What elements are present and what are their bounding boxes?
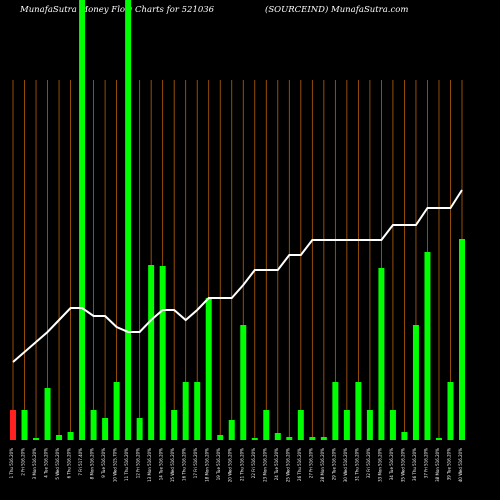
x-tick-label: 31 Thu 516.20%: [354, 448, 359, 481]
bar: [44, 388, 51, 440]
x-tick-label: 20 Wed 516.20%: [228, 448, 233, 482]
trend-line: [12, 189, 463, 363]
bar: [228, 420, 235, 440]
x-tick-label: 36 Thu 516.20%: [412, 448, 417, 481]
x-tick-label: 2 Fri 516.20%: [21, 448, 26, 476]
x-tick-label: 33 Mon 516.20%: [377, 448, 382, 482]
bar: [56, 435, 63, 440]
bar: [378, 268, 385, 440]
x-tick-label: 11 Thu 516.20%: [124, 448, 129, 481]
x-tick-label: 7 Fri 517.40%: [78, 448, 83, 476]
bar: [389, 410, 396, 440]
x-tick-label: 15 Wed 516.20%: [170, 448, 175, 482]
chart-title: MunafaSutra Money Flow Charts for 521036: [19, 5, 215, 15]
x-tick-label: 35 Wed 516.20%: [400, 448, 405, 482]
x-tick-label: 8 Mon 516.20%: [90, 448, 95, 480]
x-tick-label: 13 Mon 516.20%: [147, 448, 152, 482]
bar: [171, 410, 178, 440]
x-tick-label: 4 Tue 516.20%: [44, 448, 49, 478]
x-tick-label: 12 Fri 516.20%: [136, 448, 141, 478]
x-tick-label: 40 Wed 516.20%: [458, 448, 463, 482]
x-tick-label: 1 Thu 516.20%: [9, 448, 14, 479]
chart-subtitle: (SOURCEIND) MunafaSutra.com: [265, 4, 408, 15]
x-tick-label: 26 Thu 516.20%: [297, 448, 302, 481]
bar: [459, 239, 465, 440]
x-tick-label: 17 Fri 516.20%: [193, 448, 198, 478]
x-tick-label: 37 Fri 516.20%: [423, 448, 428, 478]
bar: [412, 325, 419, 440]
bar: [297, 410, 304, 440]
bar: [343, 410, 350, 440]
bar: [10, 410, 16, 440]
bar: [102, 418, 109, 440]
x-tick-label: 34 Tue 516.20%: [389, 448, 394, 480]
bar: [309, 437, 316, 440]
bar: [136, 418, 143, 440]
x-tick-label: 39 Tue 516.20%: [446, 448, 451, 480]
bar: [205, 298, 212, 440]
x-tick-label: 32 Fri 516.20%: [366, 448, 371, 478]
bar: [424, 252, 431, 440]
x-tick-label: 27 Fri 516.20%: [308, 448, 313, 478]
bar: [125, 0, 132, 440]
bar: [113, 382, 120, 440]
bar: [194, 382, 201, 440]
x-tick-label: 30 Wed 516.20%: [343, 448, 348, 482]
bar: [240, 325, 247, 440]
bar: [159, 266, 166, 440]
x-tick-label: 24 Tue 516.20%: [274, 448, 279, 480]
bar: [21, 410, 28, 440]
bar: [79, 0, 86, 440]
x-tick-label: 9 Tue 516.20%: [101, 448, 106, 478]
x-tick-label: 21 Thu 516.20%: [239, 448, 244, 481]
x-tick-label: 25 Wed 516.20%: [285, 448, 290, 482]
x-tick-label: 38 Mon 516.20%: [435, 448, 440, 482]
bar: [217, 435, 224, 440]
bar: [320, 437, 327, 440]
x-tick-label: 19 Tue 516.20%: [216, 448, 221, 480]
x-tick-label: 5 Wed 516.20%: [55, 448, 60, 480]
x-tick-label: 3 Mon 516.20%: [32, 448, 37, 480]
bar: [332, 382, 339, 440]
bar: [67, 432, 74, 440]
x-tick-label: 16 Thu 516.20%: [182, 448, 187, 481]
bar: [435, 438, 442, 440]
bar: [274, 433, 281, 440]
bar: [447, 382, 454, 440]
bar: [148, 265, 155, 440]
bar: [286, 437, 293, 440]
bar: [33, 438, 40, 440]
x-tick-label: 28 Mon 516.20%: [320, 448, 325, 482]
x-tick-label: 6 Thu 516.20%: [67, 448, 72, 479]
x-tick-label: 18 Mon 516.20%: [205, 448, 210, 482]
x-tick-label: 23 Mon 516.20%: [262, 448, 267, 482]
bar: [90, 410, 97, 440]
bar: [366, 410, 373, 440]
x-tick-label: 14 Tue 516.20%: [159, 448, 164, 480]
x-tick-label: 22 Fri 516.20%: [251, 448, 256, 478]
bar: [401, 432, 408, 440]
bar: [355, 382, 362, 440]
x-tick-label: 29 Tue 516.20%: [331, 448, 336, 480]
bar: [251, 438, 258, 440]
bar: [182, 382, 189, 440]
bar: [263, 410, 270, 440]
x-tick-label: 10 Wed 515.70%: [113, 448, 118, 482]
